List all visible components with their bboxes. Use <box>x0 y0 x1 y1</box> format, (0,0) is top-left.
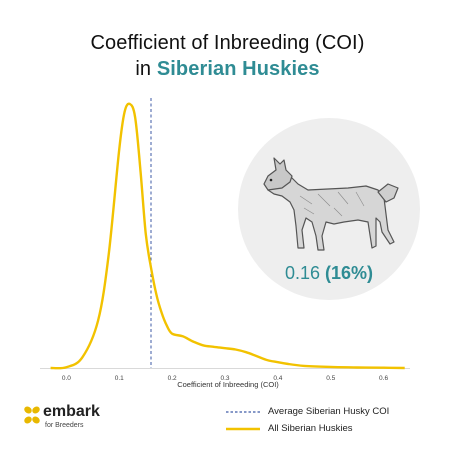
legend-average-swatch <box>226 411 260 413</box>
average-coi-percent: (16%) <box>325 263 374 283</box>
chart-title-line1: Coefficient of Inbreeding (COI) <box>90 32 365 54</box>
average-coi-decimal: 0.16 <box>284 263 320 283</box>
chart-title-line2: in Siberian Huskies <box>0 58 455 81</box>
legend-average-label: Average Siberian Husky COI <box>268 406 390 417</box>
brand-name: embark <box>43 403 100 420</box>
x-tick-label: 0.1 <box>115 375 124 382</box>
x-tick-label: 0.2 <box>168 375 177 382</box>
husky-callout-circle <box>238 118 420 300</box>
husky-icon <box>263 157 399 251</box>
x-tick-label: 0.4 <box>273 375 282 382</box>
brand-tagline: for Breeders <box>45 422 84 429</box>
x-axis-label: Coefficient of Inbreeding (COI) <box>177 380 279 389</box>
embark-logo-icon <box>24 406 40 424</box>
x-tick-label: 0.5 <box>326 375 335 382</box>
x-tick-label: 0.6 <box>379 375 388 382</box>
x-tick-label: 0.0 <box>62 375 71 382</box>
title-prefix: in <box>135 58 157 80</box>
legend-all-huskies-swatch <box>226 427 260 431</box>
legend-all-huskies-label: All Siberian Huskies <box>268 423 353 434</box>
title-accent: Siberian Huskies <box>156 58 320 80</box>
x-tick-label: 0.3 <box>220 375 229 382</box>
series-all-siberian-huskies <box>50 102 405 370</box>
plot-area: 0.0 0.1 0.2 0.3 0.4 0.5 0.6 <box>40 98 410 382</box>
average-coi-value: 0.16 (16%) <box>238 263 420 284</box>
